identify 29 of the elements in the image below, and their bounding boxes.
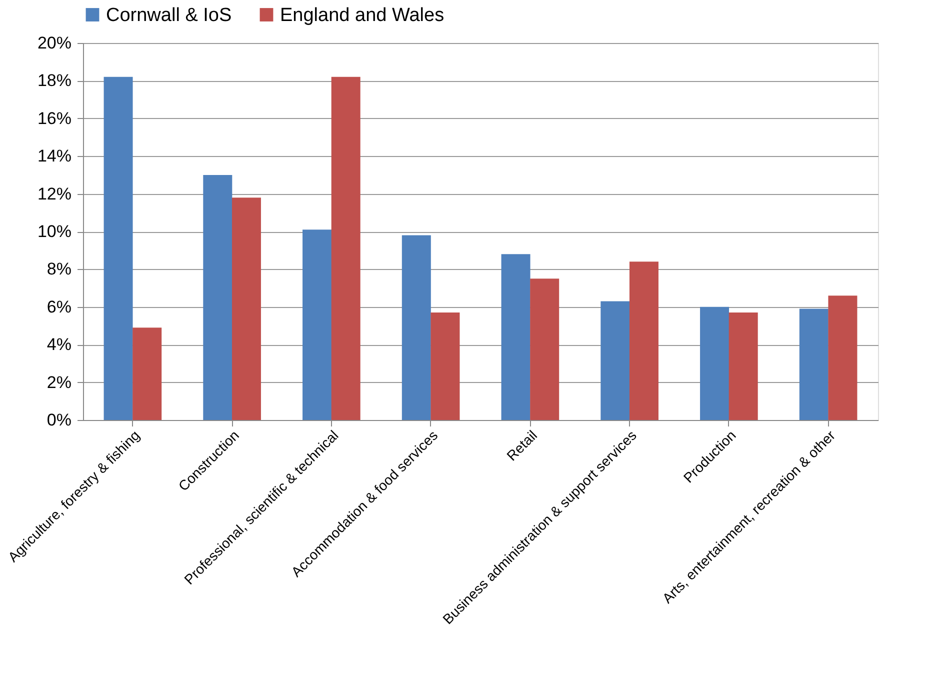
y-tick-label: 4% [46,335,72,354]
y-tick-label: 0% [46,410,72,430]
y-tick-label: 20% [37,34,72,52]
bar [232,198,261,420]
bar [331,76,360,420]
bar [728,312,758,420]
bar [530,278,560,420]
bar [132,328,162,420]
bar [629,262,658,420]
bar [799,308,828,420]
y-tick-label: 2% [46,372,72,392]
y-tick-label: 6% [46,297,72,316]
legend-label: Cornwall & IoS [106,4,232,26]
bar [203,174,232,420]
legend-label: England and Wales [280,4,444,26]
y-tick-label: 8% [46,260,72,279]
bar [104,76,133,420]
bar [700,306,730,420]
bar [828,296,858,420]
bar [402,235,431,420]
y-tick-label: 14% [37,146,72,166]
bar [501,254,530,420]
y-tick-label: 10% [37,222,72,241]
y-tick-label: 18% [37,71,72,90]
y-tick-label: 16% [37,108,72,128]
bar [600,301,630,420]
bar [302,230,332,420]
bar [430,312,460,420]
y-tick-label: 12% [37,184,72,204]
